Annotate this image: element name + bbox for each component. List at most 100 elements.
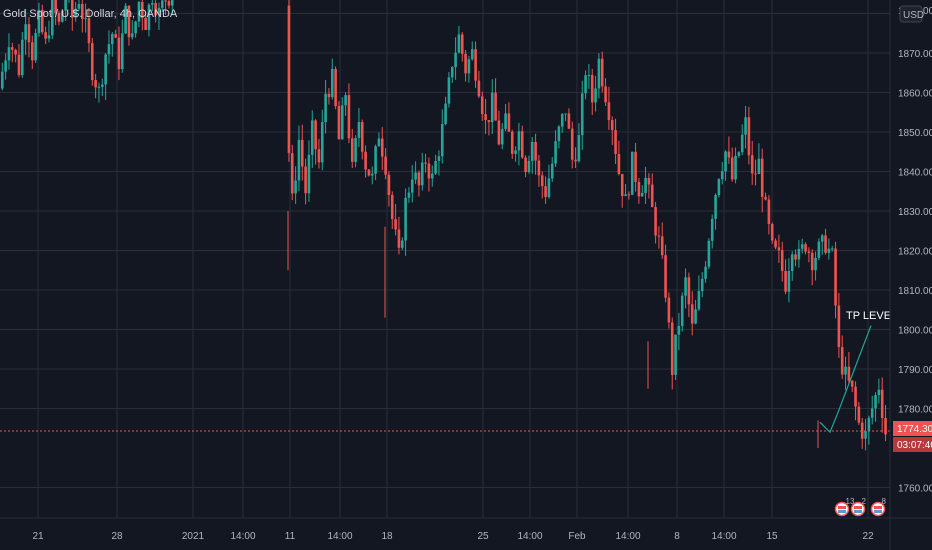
candle-up: [357, 122, 361, 138]
candle-down: [657, 235, 661, 237]
candle-up: [707, 240, 711, 267]
candle-down: [590, 74, 594, 103]
time-label[interactable]: 14:00: [615, 531, 640, 542]
candle-down: [380, 138, 384, 157]
candle-down: [667, 297, 671, 323]
candle-down: [620, 173, 624, 196]
price-label: 1830.000: [898, 207, 932, 218]
candle-up: [107, 44, 111, 55]
currency-button[interactable]: USD: [899, 5, 924, 23]
candle-up: [720, 171, 724, 180]
candle-down: [87, 18, 91, 44]
symbol-title: Gold Spot / U.S. Dollar, 4h, OANDA: [3, 8, 178, 20]
candle-down: [70, 0, 74, 18]
time-label[interactable]: 28: [111, 531, 123, 542]
candle-down: [784, 270, 787, 292]
candle-up: [674, 334, 677, 375]
time-label[interactable]: 18: [381, 531, 393, 542]
candle-down: [774, 240, 777, 248]
candle-up: [137, 1, 141, 22]
time-axis-labels[interactable]: 21 28 2021 14:00 11 14:00 18 25 14:00 Feb 14:00 8 14…: [32, 531, 874, 542]
time-label[interactable]: 11: [285, 531, 296, 542]
candle-down: [750, 155, 754, 174]
time-label[interactable]: 14:00: [711, 531, 736, 542]
time-label[interactable]: 14:00: [230, 531, 255, 542]
candle-down: [144, 17, 147, 31]
candle-up: [370, 173, 374, 176]
candle-up: [744, 117, 747, 135]
candle-up: [830, 248, 834, 250]
candle-up: [307, 154, 311, 194]
price-label: 1840.000: [898, 168, 932, 179]
candle-down: [524, 157, 527, 173]
candle-up: [457, 34, 461, 53]
svg-text:USD: USD: [903, 10, 924, 21]
candle-up: [694, 309, 697, 324]
candle-up: [717, 179, 721, 196]
candle-up: [7, 47, 11, 61]
candle-down: [464, 53, 467, 74]
candle-down: [637, 181, 641, 197]
time-label[interactable]: 2021: [182, 531, 205, 542]
candle-up: [330, 69, 334, 98]
candle-up: [24, 24, 27, 40]
time-label[interactable]: 8: [674, 531, 680, 542]
candle-down: [780, 250, 784, 271]
event-badges[interactable]: 13 2 8: [834, 497, 887, 517]
time-label[interactable]: 25: [477, 531, 489, 542]
time-label[interactable]: 22: [862, 531, 874, 542]
candle-down: [824, 235, 827, 253]
candle-up: [444, 103, 447, 125]
candle-up: [320, 122, 324, 163]
candle-up: [34, 33, 37, 61]
event-flag-icon[interactable]: 13: [834, 497, 855, 517]
candle-up: [800, 244, 804, 249]
candle-up: [120, 33, 124, 70]
candle-down: [507, 113, 511, 132]
candle-up: [577, 135, 581, 162]
candle-up: [324, 93, 327, 123]
candle-down: [10, 47, 14, 50]
event-flag-icon[interactable]: 2: [850, 497, 867, 517]
candle-up: [60, 10, 64, 22]
candle-up: [160, 0, 164, 8]
candle-up: [410, 179, 414, 193]
event-count: 8: [882, 497, 887, 506]
candle-up: [700, 278, 704, 292]
candle-up: [64, 0, 67, 11]
candle-up: [740, 134, 744, 153]
event-flag-icon[interactable]: 8: [870, 497, 887, 517]
flag-stripe-blue: [838, 510, 846, 513]
candle-up: [874, 395, 877, 409]
tp-level-label: TP LEVEL: [846, 310, 897, 322]
candle-down: [90, 43, 94, 81]
time-label[interactable]: 21: [32, 531, 44, 542]
event-count: 2: [862, 497, 867, 506]
time-label[interactable]: Feb: [568, 531, 586, 542]
candle-down: [847, 366, 851, 381]
candle-down: [290, 153, 294, 194]
candle-down: [600, 58, 604, 87]
candle-up: [420, 162, 424, 186]
candle-down: [360, 122, 364, 152]
candle-down: [634, 151, 637, 182]
tp-projection-line[interactable]: [819, 325, 872, 434]
candle-down: [764, 196, 767, 200]
candlestick-series[interactable]: [1, 0, 887, 451]
candle-up: [517, 131, 521, 151]
candle-up: [630, 151, 634, 195]
time-label[interactable]: 15: [766, 531, 778, 542]
candle-down: [687, 277, 691, 305]
candle-down: [427, 163, 431, 179]
candle-down: [304, 166, 307, 194]
candle-down: [840, 346, 844, 375]
candle-down: [810, 252, 814, 271]
candle-up: [554, 141, 557, 164]
candle-up: [594, 88, 597, 103]
time-label[interactable]: 14:00: [327, 531, 352, 542]
candle-up: [130, 33, 134, 38]
candle-down: [510, 131, 514, 154]
time-label[interactable]: 14:00: [517, 531, 542, 542]
candle-down: [417, 172, 421, 186]
